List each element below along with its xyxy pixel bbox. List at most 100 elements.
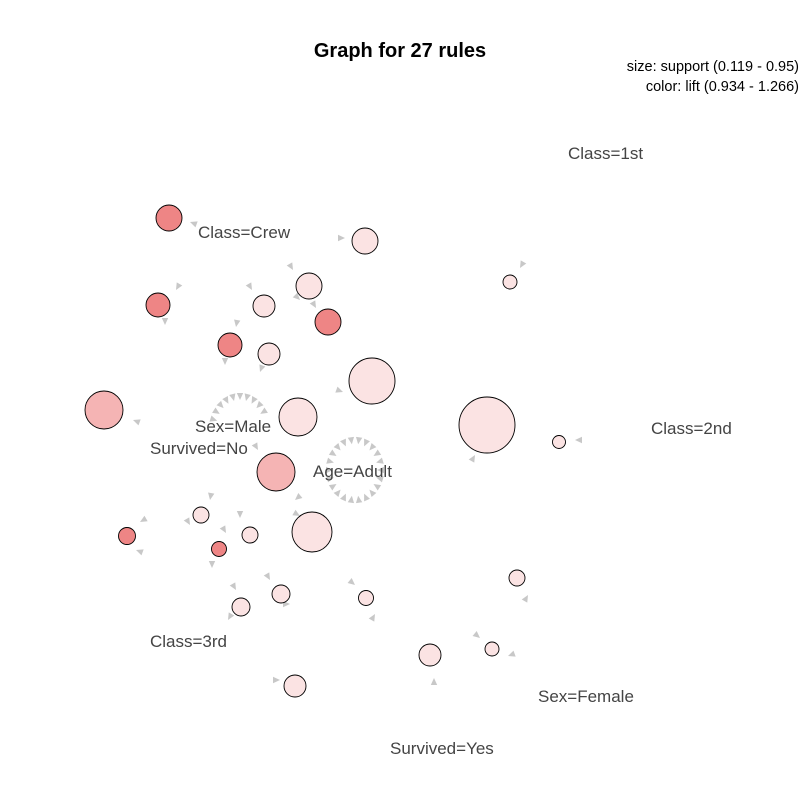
arrow-head-49 (251, 442, 258, 450)
arrow-head-9 (333, 489, 341, 498)
arrow-head-36 (286, 262, 293, 270)
arrow-head-31 (256, 400, 264, 409)
item-label-sex-male: Sex=Male (195, 417, 271, 436)
arrow-head-20 (369, 442, 377, 451)
rule-node-7 (314, 308, 342, 336)
arrow-head-67 (472, 631, 480, 638)
arrow-head-45 (335, 386, 343, 393)
rule-node-9 (257, 342, 281, 366)
arrow-head-47 (468, 455, 475, 463)
arrow-head-41 (309, 300, 316, 308)
rule-node-18 (241, 526, 259, 544)
arrow-head-26 (222, 396, 229, 404)
arrow-head-38 (245, 282, 252, 290)
rule-node-17 (291, 511, 333, 553)
arrow-head-7 (347, 495, 355, 504)
item-label-class-crew: Class=Crew (198, 223, 291, 242)
arrow-head-53 (236, 511, 244, 518)
arrow-head-29 (244, 393, 251, 401)
arrow-head-55 (140, 515, 148, 522)
arrow-head-39 (176, 282, 183, 290)
rule-node-1 (155, 204, 183, 232)
rule-node-2 (351, 227, 379, 255)
rule-node-layer (84, 204, 566, 698)
arrow-head-68 (430, 678, 438, 685)
rule-node-11 (84, 390, 124, 430)
rule-node-8 (217, 332, 243, 358)
arrow-head-21 (373, 449, 382, 456)
rule-node-21 (508, 569, 526, 587)
rule-node-6 (145, 292, 171, 318)
rule-node-3 (502, 274, 518, 290)
item-label-survived-no: Survived=No (150, 439, 248, 458)
arrow-head-30 (251, 396, 258, 404)
arrow-head-64 (229, 582, 236, 590)
arrow-head-2 (376, 476, 384, 483)
arrow-head-65 (228, 612, 235, 620)
legend-size: size: support (0.119 - 0.95) (627, 59, 799, 75)
rule-node-5 (252, 294, 276, 318)
arrow-head-28 (236, 393, 244, 400)
rule-node-4 (295, 272, 323, 300)
rule-node-16 (192, 506, 210, 524)
arrow-head-1 (377, 466, 384, 474)
arrow-head-58 (219, 525, 226, 533)
rule-node-27 (283, 674, 307, 698)
rule-node-15 (256, 452, 296, 492)
rule-node-26 (418, 643, 442, 667)
item-label-class-3rd: Class=3rd (150, 632, 227, 651)
arrow-head-16 (340, 438, 346, 447)
arrow-head-57 (208, 561, 216, 568)
arrow-head-40 (161, 318, 169, 325)
arrow-head-48 (575, 436, 582, 444)
arrow-head-12 (326, 466, 333, 474)
arrow-head-69 (273, 676, 280, 684)
rule-node-23 (358, 590, 374, 606)
item-label-class-2nd: Class=2nd (651, 419, 732, 438)
item-label-layer: Class=1st Class=Crew Class=2nd Sex=Male … (150, 144, 732, 758)
arrow-head-5 (364, 493, 370, 502)
arrow-head-50 (295, 493, 303, 500)
rule-node-13 (458, 396, 516, 454)
arrow-head-42 (234, 319, 241, 327)
arrow-head-24 (212, 407, 220, 414)
arrow-head-4 (369, 489, 377, 498)
arrow-head-25 (216, 400, 224, 409)
arrow-head-60 (263, 572, 270, 580)
legend-color: color: lift (0.934 - 1.266) (646, 79, 799, 95)
arrow-layer (133, 221, 582, 685)
arrow-head-44 (221, 358, 229, 365)
rule-node-12 (278, 397, 318, 437)
arrow-head-10 (328, 484, 337, 491)
arrow-head-54 (292, 509, 300, 516)
rule-node-25 (484, 641, 500, 657)
rule-node-14 (552, 435, 566, 449)
item-label-survived-yes: Survived=Yes (390, 739, 494, 758)
arrow-head-6 (355, 495, 363, 504)
arrow-head-46 (133, 419, 141, 426)
arrow-head-22 (376, 457, 384, 464)
arrow-head-8 (340, 493, 346, 502)
arrow-head-13 (326, 457, 334, 464)
rule-node-20 (211, 541, 227, 557)
arrow-head-62 (347, 578, 355, 585)
arrow-head-56 (136, 549, 144, 556)
rule-node-19 (118, 527, 136, 545)
arrow-head-18 (355, 436, 363, 445)
graph-title: Graph for 27 rules (314, 40, 486, 62)
arrow-head-27 (229, 393, 236, 401)
arrow-head-59 (521, 595, 528, 603)
arrow-head-3 (373, 484, 382, 491)
arrow-head-37 (292, 292, 300, 300)
arrow-head-17 (347, 436, 355, 445)
arrow-head-19 (364, 438, 370, 447)
arrow-head-52 (183, 517, 190, 525)
arrow-head-11 (326, 476, 334, 483)
arrow-head-35 (520, 260, 527, 268)
item-label-class-1st: Class=1st (568, 144, 643, 163)
arrow-head-43 (259, 364, 266, 372)
item-label-age-adult: Age=Adult (313, 462, 392, 481)
arrow-head-33 (190, 221, 198, 228)
